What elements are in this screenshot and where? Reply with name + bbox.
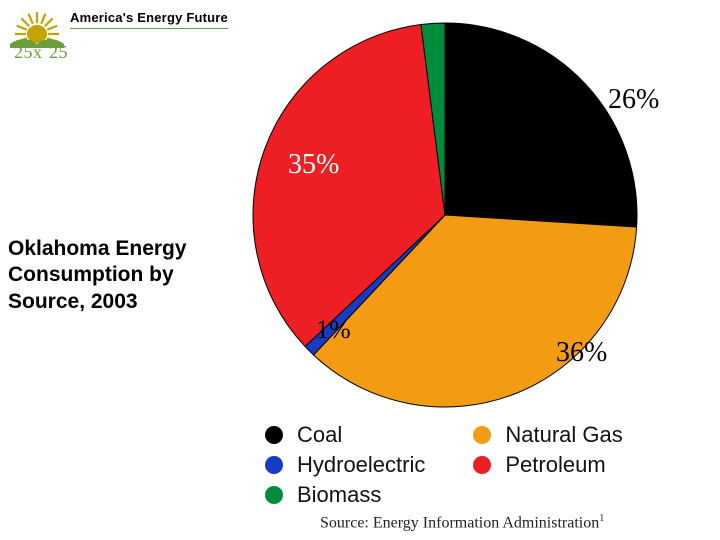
legend-column-1: Natural Gas Petroleum [473, 422, 622, 512]
chart-title-line-2: Consumption by [8, 262, 187, 288]
source-line: Source: Energy Information Administratio… [320, 513, 604, 532]
legend-label: Petroleum [505, 452, 605, 478]
chart-title-line-1: Oklahoma Energy [8, 236, 187, 262]
legend-item-biomass: Biomass [265, 482, 425, 508]
chart-title-line-3: Source, 2003 [8, 289, 187, 315]
legend-dot-icon [473, 426, 491, 444]
legend-dot-icon [473, 456, 491, 474]
legend-item-coal: Coal [265, 422, 425, 448]
pie-label-natural-gas: 36% [556, 337, 607, 368]
legend-dot-icon [265, 456, 283, 474]
source-text: Energy Information Administration [373, 514, 599, 531]
chart-title: Oklahoma Energy Consumption by Source, 2… [8, 236, 187, 315]
pie-label-hydroelectric: 1% [316, 315, 351, 344]
legend-label: Hydroelectric [297, 452, 425, 478]
legend-item-hydroelectric: Hydroelectric [265, 452, 425, 478]
legend-item-petroleum: Petroleum [473, 452, 622, 478]
source-prefix: Source: [320, 514, 373, 531]
logo-subtext-wrap: 25x´25 [14, 42, 68, 63]
legend-label: Biomass [297, 482, 381, 508]
legend-dot-icon [265, 486, 283, 504]
legend-label: Coal [297, 422, 342, 448]
legend: Coal Hydroelectric Biomass Natural Gas Petro… [265, 422, 623, 512]
legend-label: Natural Gas [505, 422, 622, 448]
pie-chart: 26% 36% 1% 35% 2% [230, 18, 660, 413]
legend-column-0: Coal Hydroelectric Biomass [265, 422, 425, 512]
legend-item-natural-gas: Natural Gas [473, 422, 622, 448]
legend-dot-icon [265, 426, 283, 444]
source-sup: 1 [599, 513, 604, 524]
logo-subtext: 25x´25 [14, 42, 68, 62]
logo-tagline: America's Energy Future [70, 10, 228, 29]
pie-label-biomass: 2% [468, 25, 503, 54]
logo-text: America's Energy Future [70, 10, 228, 29]
pie-label-petroleum: 35% [288, 149, 339, 180]
pie-label-coal: 26% [608, 84, 659, 115]
